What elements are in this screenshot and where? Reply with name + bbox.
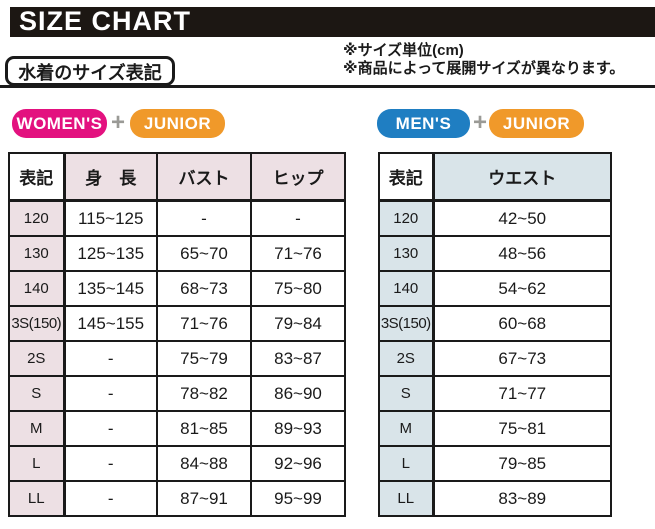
- size-cell: S: [8, 375, 66, 412]
- table-row: 140 135~145 68~73 75~80: [8, 270, 346, 307]
- size-cell: M: [378, 410, 435, 447]
- plus-icon: +: [110, 109, 125, 136]
- table-row: 120 115~125 - -: [8, 199, 346, 237]
- table-row: 140 54~62: [378, 270, 612, 307]
- table-row: 130 48~56: [378, 235, 612, 272]
- value-cell: 84~88: [156, 445, 252, 482]
- value-cell: -: [156, 199, 252, 237]
- badge-mens: MEN'S: [377, 109, 470, 138]
- table-row: L 79~85: [378, 445, 612, 482]
- value-cell: 71~77: [432, 375, 612, 412]
- size-cell: M: [8, 410, 66, 447]
- value-cell: 145~155: [63, 305, 158, 342]
- size-cell: 130: [378, 235, 435, 272]
- table-row: 3S(150) 145~155 71~76 79~84: [8, 305, 346, 342]
- size-cell: LL: [8, 480, 66, 517]
- page-title: SIZE CHART: [10, 7, 655, 37]
- value-cell: 79~84: [250, 305, 346, 342]
- note-unit: ※サイズ単位(cm): [343, 42, 464, 59]
- value-cell: 83~89: [432, 480, 612, 517]
- header-size-label: 表記: [8, 152, 66, 202]
- table-row: S - 78~82 86~90: [8, 375, 346, 412]
- table-row: 120 42~50: [378, 199, 612, 237]
- value-cell: 75~81: [432, 410, 612, 447]
- size-cell: L: [378, 445, 435, 482]
- badge-junior-mens: JUNIOR: [489, 109, 584, 138]
- badge-womens: WOMEN'S: [12, 109, 107, 138]
- plus-icon: +: [472, 109, 487, 136]
- value-cell: 135~145: [63, 270, 158, 307]
- size-cell: 130: [8, 235, 66, 272]
- value-cell: 68~73: [156, 270, 252, 307]
- value-cell: 92~96: [250, 445, 346, 482]
- note-availability: ※商品によって展開サイズが異なります。: [343, 60, 625, 77]
- notes: ※サイズ単位(cm) ※商品によって展開サイズが異なります。: [343, 42, 624, 78]
- table-row: LL - 87~91 95~99: [8, 480, 346, 517]
- value-cell: 79~85: [432, 445, 612, 482]
- size-cell: 140: [378, 270, 435, 307]
- value-cell: -: [63, 340, 158, 377]
- size-cell: 2S: [8, 340, 66, 377]
- value-cell: 54~62: [432, 270, 612, 307]
- value-cell: 95~99: [250, 480, 346, 517]
- womens-size-table: 表記 身 長 バスト ヒップ 120 115~125 - - 130 125~1…: [8, 152, 346, 517]
- value-cell: 42~50: [432, 199, 612, 237]
- table-row: 2S - 75~79 83~87: [8, 340, 346, 377]
- value-cell: 67~73: [432, 340, 612, 377]
- table-row: M 75~81: [378, 410, 612, 447]
- value-cell: 71~76: [156, 305, 252, 342]
- mens-size-table: 表記 ウエスト 120 42~50 130 48~56 140 54~62 3S…: [378, 152, 612, 517]
- value-cell: 48~56: [432, 235, 612, 272]
- value-cell: 115~125: [63, 199, 158, 237]
- table-row: S 71~77: [378, 375, 612, 412]
- header-waist: ウエスト: [432, 152, 612, 202]
- value-cell: 71~76: [250, 235, 346, 272]
- table-header-row: 表記 身 長 バスト ヒップ: [8, 152, 346, 202]
- table-row: LL 83~89: [378, 480, 612, 517]
- header-size-label: 表記: [378, 152, 435, 202]
- value-cell: 75~80: [250, 270, 346, 307]
- size-cell: 120: [378, 199, 435, 237]
- header-height: 身 長: [63, 152, 158, 202]
- table-header-row: 表記 ウエスト: [378, 152, 612, 202]
- value-cell: -: [250, 199, 346, 237]
- value-cell: 89~93: [250, 410, 346, 447]
- size-cell: 2S: [378, 340, 435, 377]
- table-row: 2S 67~73: [378, 340, 612, 377]
- value-cell: -: [63, 480, 158, 517]
- value-cell: 75~79: [156, 340, 252, 377]
- header-hip: ヒップ: [250, 152, 346, 202]
- size-cell: 120: [8, 199, 66, 237]
- divider-rule: [0, 85, 655, 88]
- value-cell: 78~82: [156, 375, 252, 412]
- size-cell: S: [378, 375, 435, 412]
- badge-junior-womens: JUNIOR: [130, 109, 225, 138]
- section-label: 水着のサイズ表記: [5, 56, 175, 86]
- size-cell: 140: [8, 270, 66, 307]
- table-row: L - 84~88 92~96: [8, 445, 346, 482]
- size-cell: L: [8, 445, 66, 482]
- value-cell: 125~135: [63, 235, 158, 272]
- value-cell: 81~85: [156, 410, 252, 447]
- value-cell: 60~68: [432, 305, 612, 342]
- table-row: M - 81~85 89~93: [8, 410, 346, 447]
- value-cell: 86~90: [250, 375, 346, 412]
- header-bust: バスト: [156, 152, 252, 202]
- value-cell: -: [63, 375, 158, 412]
- size-cell: LL: [378, 480, 435, 517]
- value-cell: 65~70: [156, 235, 252, 272]
- size-cell: 3S(150): [8, 305, 66, 342]
- table-row: 130 125~135 65~70 71~76: [8, 235, 346, 272]
- value-cell: -: [63, 410, 158, 447]
- size-cell: 3S(150): [378, 305, 435, 342]
- value-cell: -: [63, 445, 158, 482]
- value-cell: 83~87: [250, 340, 346, 377]
- value-cell: 87~91: [156, 480, 252, 517]
- table-row: 3S(150) 60~68: [378, 305, 612, 342]
